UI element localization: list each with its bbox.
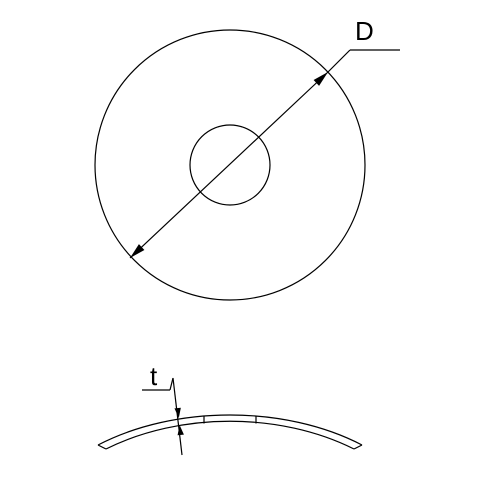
diameter-leader xyxy=(328,50,350,72)
thickness-leader xyxy=(170,378,173,390)
side-right-cap xyxy=(354,445,362,449)
side-left-cap xyxy=(98,445,106,449)
thickness-line xyxy=(173,378,182,455)
side-inner-arc xyxy=(106,421,354,449)
technical-drawing: Dt xyxy=(0,0,500,500)
diameter-line xyxy=(130,72,328,258)
thickness-label: t xyxy=(150,361,158,391)
outer-circle xyxy=(95,30,365,300)
diameter-label: D xyxy=(355,16,374,46)
side-outer-arc xyxy=(98,415,362,445)
